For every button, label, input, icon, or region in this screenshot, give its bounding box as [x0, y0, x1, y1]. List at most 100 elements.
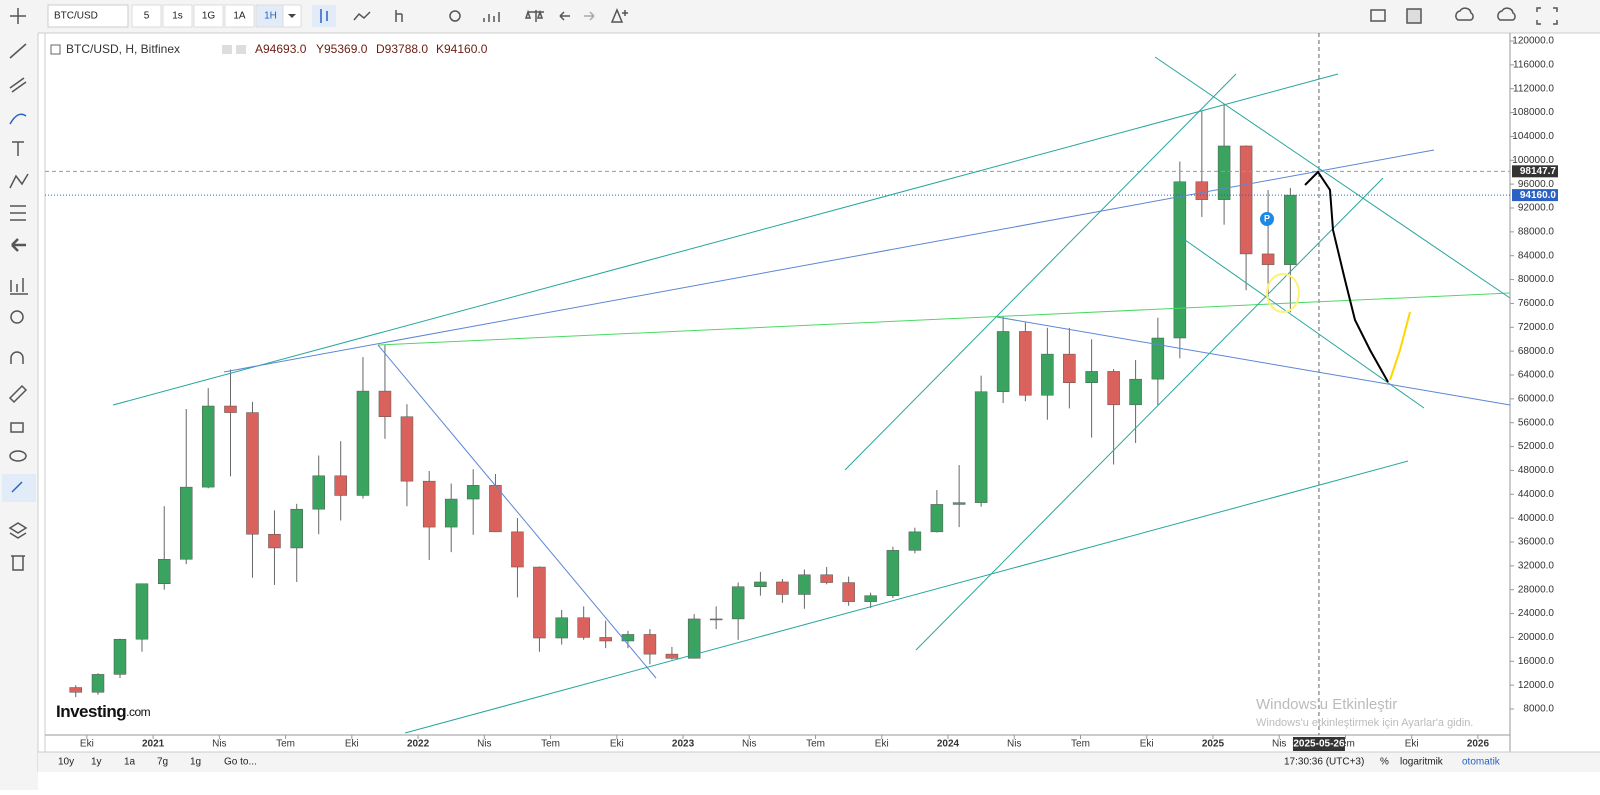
compare-icon[interactable]: [395, 10, 403, 22]
candle-body: [268, 533, 281, 549]
x-tick-label: Eki: [610, 739, 624, 750]
lock-draw-tool[interactable]: [8, 384, 28, 404]
interval-label: 1A: [233, 11, 246, 22]
screenshot-icon[interactable]: [1370, 9, 1386, 22]
x-tick-label: Nis: [212, 739, 226, 750]
candle-body: [69, 687, 82, 693]
candle-body: [157, 559, 171, 584]
layout-icon[interactable]: [1406, 8, 1422, 24]
highlight-circle: [1266, 273, 1300, 313]
indicator-icon[interactable]: [353, 11, 371, 21]
candle-body: [555, 617, 568, 639]
trendline: [377, 344, 657, 679]
candle-body: [91, 674, 105, 693]
p-marker: [1260, 212, 1274, 226]
watermark-text: Windows'u etkinleştirmek için Ayarlar'a …: [1256, 717, 1473, 729]
trash-tool[interactable]: [11, 555, 25, 571]
settings-icon[interactable]: [449, 10, 461, 22]
percent-toggle[interactable]: %: [1380, 757, 1389, 768]
measure-tool[interactable]: [10, 278, 28, 295]
range-button[interactable]: 1a: [124, 757, 136, 768]
symbol-text: BTC/USD: [54, 11, 98, 22]
candle-type-button[interactable]: [312, 5, 336, 27]
undo-icon[interactable]: [559, 11, 570, 21]
text-tool[interactable]: [12, 141, 24, 156]
trendline: [996, 316, 1511, 406]
y-tick-label: 48000.0: [1518, 465, 1555, 476]
scale-icon[interactable]: [524, 9, 544, 22]
layers-tool[interactable]: [8, 522, 28, 539]
interval-label: 1G: [202, 11, 216, 22]
channel-tool[interactable]: [9, 77, 27, 93]
interval-group: 5 1s 1G 1A 1H: [131, 4, 286, 28]
fib-tool[interactable]: [10, 205, 26, 221]
interval-button[interactable]: [224, 4, 255, 28]
brush-path: [1304, 170, 1389, 383]
range-button[interactable]: 7g: [157, 757, 168, 768]
y-tick-label: 8000.0: [1523, 704, 1554, 715]
y-tick-label: 52000.0: [1518, 441, 1555, 452]
candle-body: [1261, 253, 1275, 265]
interval-button[interactable]: [162, 4, 193, 28]
candle-body: [201, 405, 215, 488]
magnet-tool[interactable]: [10, 351, 24, 364]
candle-body: [113, 638, 127, 675]
interval-label: 1H: [264, 11, 277, 22]
save-icon[interactable]: [1497, 7, 1516, 21]
trendline-tool[interactable]: [9, 43, 27, 59]
hide-tool[interactable]: [9, 450, 27, 462]
auto-toggle[interactable]: otomatik: [1462, 757, 1501, 768]
candle-body: [643, 634, 657, 655]
drawing-tools: [2, 8, 36, 571]
candle-icon: [320, 9, 328, 23]
interval-button[interactable]: [131, 4, 162, 28]
interval-button[interactable]: [193, 4, 224, 28]
left-toolbar: [0, 0, 38, 790]
y-tick-label: 36000.0: [1518, 537, 1555, 548]
range-button[interactable]: 1y: [91, 757, 102, 768]
lock-tool[interactable]: [10, 422, 24, 433]
collapse-toggle[interactable]: [50, 44, 61, 55]
legend-icon[interactable]: [222, 45, 232, 54]
candle-body: [1173, 181, 1187, 339]
link-tool[interactable]: [11, 481, 23, 493]
range-button[interactable]: 1g: [190, 757, 201, 768]
pattern-tool[interactable]: [9, 173, 29, 189]
x-tick-label: 2026: [1467, 739, 1490, 750]
redo-icon[interactable]: [584, 11, 595, 21]
candle-body: [709, 618, 723, 621]
candle-body: [466, 485, 480, 500]
interval-label: 1s: [172, 11, 183, 22]
x-tick-label: Tem: [806, 739, 825, 750]
p-marker-text: P: [1264, 213, 1270, 223]
studies-icon[interactable]: [483, 12, 500, 22]
log-toggle[interactable]: logaritmik: [1400, 757, 1444, 768]
goto[interactable]: Go to...: [224, 757, 257, 768]
ohlc-value: D93788.0: [376, 42, 428, 56]
zoom-tool[interactable]: [10, 310, 24, 324]
x-tick-label: 2025: [1202, 739, 1225, 750]
dropdown-arrow: [288, 14, 296, 18]
symbol-input[interactable]: [47, 4, 129, 28]
y-tick-label: 40000.0: [1518, 513, 1555, 524]
x-tick-label: Nis: [1272, 739, 1286, 750]
trendline: [844, 73, 1237, 471]
alert-icon[interactable]: [610, 8, 628, 23]
y-tick-label: 96000.0: [1518, 179, 1555, 190]
legend-icon[interactable]: [236, 45, 246, 54]
plot: 8000.0 12000.0 16000.0 20000.0 24000.0 28000.…: [45, 33, 1558, 751]
candle-body: [1239, 145, 1253, 255]
candle-body: [886, 550, 900, 596]
ohlc-value: K94160.0: [436, 42, 488, 56]
back-tool[interactable]: [11, 238, 26, 252]
load-icon[interactable]: [1455, 7, 1474, 21]
y-tick-label: 88000.0: [1518, 226, 1555, 237]
trendline: [915, 177, 1384, 651]
fullscreen-icon[interactable]: [1536, 7, 1558, 25]
brush-tool[interactable]: [9, 113, 27, 125]
crosshair-tool[interactable]: [10, 8, 26, 24]
range-button[interactable]: 10y: [58, 757, 74, 768]
candle-body: [400, 416, 414, 482]
candle-body: [1063, 353, 1076, 383]
